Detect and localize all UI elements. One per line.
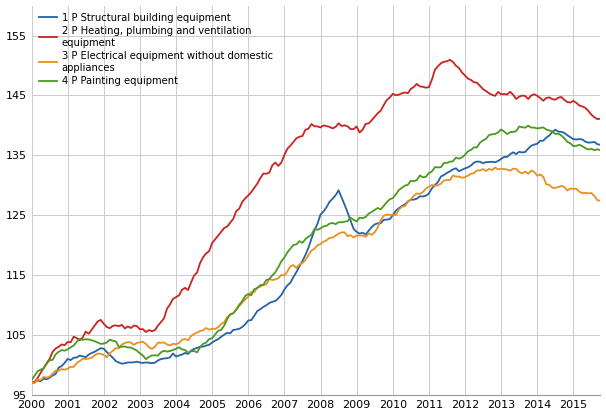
3 P Electrical equipment without domestic
appliances [28,380,35,385]
2 P Heating, plumbing and ventilation
equipment [287,143,294,148]
3 P Electrical equipment without domestic
appliances [290,262,297,267]
1 P Structural building equipment [287,280,294,285]
3 P Electrical equipment without domestic
appliances [31,381,38,386]
4 P Painting equipment [199,341,207,346]
1 P Structural building equipment [551,127,559,132]
Line: 3 P Electrical equipment without domestic
appliances: 3 P Electrical equipment without domesti… [32,168,601,383]
4 P Painting equipment [190,349,198,354]
1 P Structural building equipment [161,356,168,361]
4 P Painting equipment [287,246,294,251]
4 P Painting equipment [525,123,532,128]
3 P Electrical equipment without domestic
appliances [164,342,171,347]
4 P Painting equipment [314,227,321,232]
1 P Structural building equipment [28,380,35,385]
2 P Heating, plumbing and ventilation
equipment [597,116,604,121]
3 P Electrical equipment without domestic
appliances [91,353,98,358]
Line: 2 P Heating, plumbing and ventilation
equipment: 2 P Heating, plumbing and ventilation eq… [32,60,601,383]
Legend: 1 P Structural building equipment, 2 P Heating, plumbing and ventilation
equipme: 1 P Structural building equipment, 2 P H… [36,10,276,89]
3 P Electrical equipment without domestic
appliances [202,326,210,331]
2 P Heating, plumbing and ventilation
equipment [446,57,453,62]
2 P Heating, plumbing and ventilation
equipment [161,316,168,321]
3 P Electrical equipment without domestic
appliances [193,330,201,335]
Line: 1 P Structural building equipment: 1 P Structural building equipment [32,130,601,383]
1 P Structural building equipment [88,350,95,355]
2 P Heating, plumbing and ventilation
equipment [199,255,207,260]
3 P Electrical equipment without domestic
appliances [597,198,604,203]
3 P Electrical equipment without domestic
appliances [491,165,499,170]
3 P Electrical equipment without domestic
appliances [317,242,324,247]
1 P Structural building equipment [597,142,604,147]
2 P Heating, plumbing and ventilation
equipment [28,380,35,385]
2 P Heating, plumbing and ventilation
equipment [88,327,95,332]
4 P Painting equipment [597,148,604,153]
1 P Structural building equipment [199,344,207,349]
1 P Structural building equipment [314,221,321,226]
4 P Painting equipment [88,338,95,343]
2 P Heating, plumbing and ventilation
equipment [314,124,321,129]
4 P Painting equipment [28,377,35,382]
4 P Painting equipment [161,348,168,353]
Line: 4 P Painting equipment: 4 P Painting equipment [32,126,601,380]
1 P Structural building equipment [190,347,198,352]
2 P Heating, plumbing and ventilation
equipment [190,273,198,278]
